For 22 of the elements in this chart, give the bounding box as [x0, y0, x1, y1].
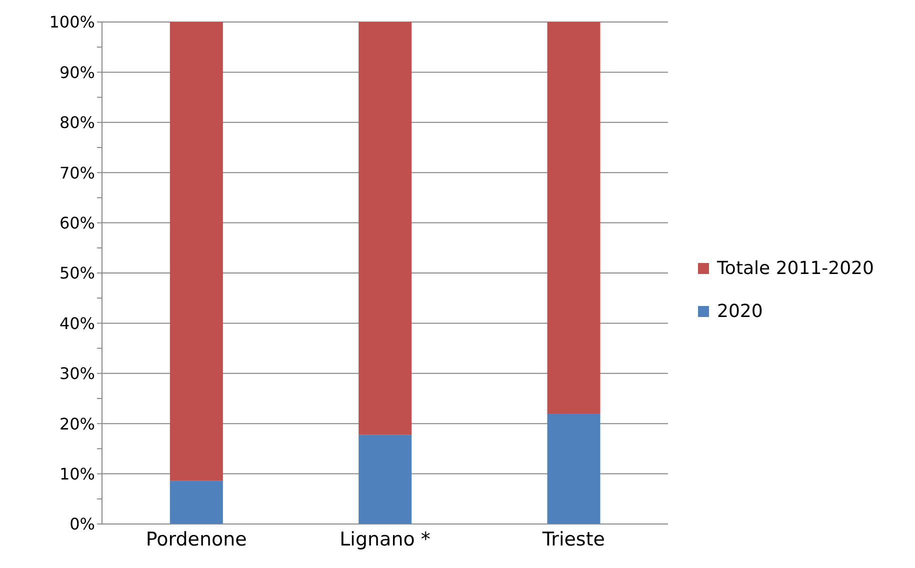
- y-tick-label: 30%: [59, 364, 95, 384]
- x-tick-label: Pordenone: [146, 528, 247, 550]
- bar: [358, 22, 412, 435]
- y-tick-label: 20%: [59, 414, 95, 434]
- y-tick-label: 10%: [59, 464, 95, 484]
- y-tick-label: 100%: [49, 12, 95, 32]
- legend-label: Totale 2011-2020: [717, 258, 874, 279]
- legend-label: 2020: [717, 301, 763, 322]
- bar: [547, 22, 600, 414]
- bar: [358, 434, 412, 524]
- x-tick-label: Trieste: [541, 528, 605, 550]
- y-tick-label: 60%: [59, 213, 95, 232]
- bar: [547, 414, 600, 524]
- bar: [170, 22, 223, 481]
- bar: [170, 480, 223, 524]
- x-tick-label: Lignano *: [340, 528, 430, 550]
- y-tick-label: 70%: [59, 163, 95, 182]
- y-tick-label: 0%: [70, 514, 95, 534]
- y-tick-label: 90%: [59, 62, 95, 82]
- y-tick-label: 50%: [59, 264, 95, 283]
- y-tick-label: 40%: [59, 314, 95, 333]
- y-tick-label: 80%: [59, 113, 95, 132]
